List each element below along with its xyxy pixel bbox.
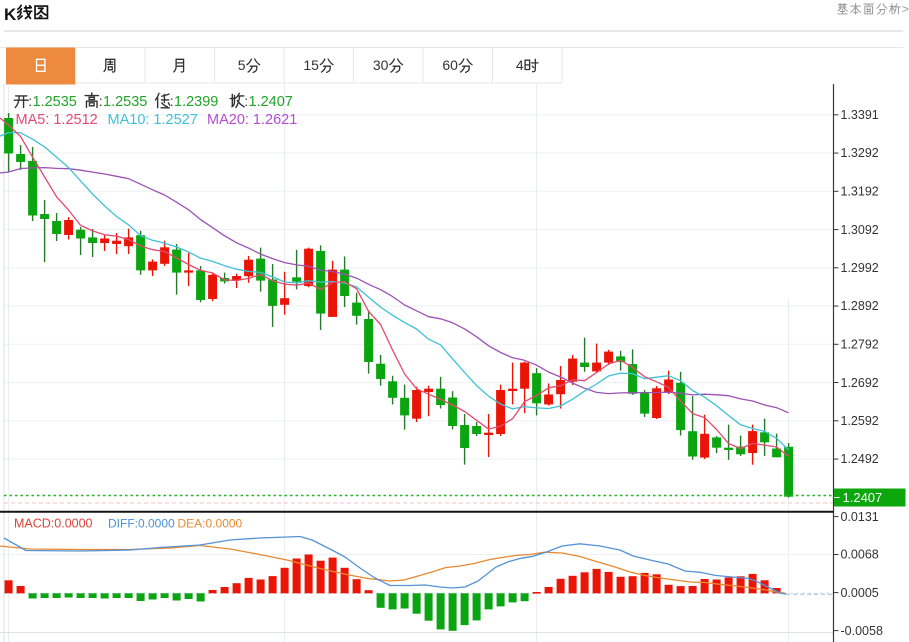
svg-text:1.2407: 1.2407 xyxy=(843,490,883,505)
svg-text:1.2592: 1.2592 xyxy=(841,414,879,428)
svg-text::: : xyxy=(28,93,32,109)
svg-text:5: 5 xyxy=(238,57,246,73)
svg-text:1.2535: 1.2535 xyxy=(33,94,77,110)
svg-text:0.0131: 0.0131 xyxy=(841,510,879,524)
svg-text:MA5: 1.2512: MA5: 1.2512 xyxy=(16,112,98,128)
svg-text:1.2892: 1.2892 xyxy=(841,299,879,313)
svg-text:4: 4 xyxy=(516,57,524,73)
svg-text::: : xyxy=(99,93,103,109)
svg-text:1.2535: 1.2535 xyxy=(103,94,147,110)
svg-text:MA10: 1.2527: MA10: 1.2527 xyxy=(108,112,198,128)
svg-text:1.2992: 1.2992 xyxy=(841,261,879,275)
svg-text:60: 60 xyxy=(442,57,458,73)
svg-text::: : xyxy=(244,93,248,109)
svg-text:K: K xyxy=(4,5,17,24)
svg-text:-0.0058: -0.0058 xyxy=(841,624,883,638)
svg-text:30: 30 xyxy=(373,57,389,73)
svg-text:MACD:0.0000: MACD:0.0000 xyxy=(14,517,93,531)
svg-text:1.2692: 1.2692 xyxy=(841,376,879,390)
svg-text:1.3192: 1.3192 xyxy=(841,185,879,199)
svg-text:>: > xyxy=(902,2,909,16)
svg-text:DEA:0.0000: DEA:0.0000 xyxy=(178,517,243,531)
svg-text:DIFF:0.0000: DIFF:0.0000 xyxy=(108,517,175,531)
svg-text:1.2399: 1.2399 xyxy=(174,94,218,110)
svg-text::: : xyxy=(170,93,174,109)
svg-text:0.0005: 0.0005 xyxy=(841,586,879,600)
svg-text:1.3092: 1.3092 xyxy=(841,223,879,237)
svg-text:1.3391: 1.3391 xyxy=(841,108,879,122)
svg-text:1.2792: 1.2792 xyxy=(841,338,879,352)
svg-text:0.0068: 0.0068 xyxy=(841,548,879,562)
svg-text:15: 15 xyxy=(303,57,319,73)
svg-text:1.2492: 1.2492 xyxy=(841,452,879,466)
svg-text:1.2407: 1.2407 xyxy=(249,94,293,110)
svg-text:MA20: 1.2621: MA20: 1.2621 xyxy=(207,112,297,128)
svg-text:1.3292: 1.3292 xyxy=(841,146,879,160)
